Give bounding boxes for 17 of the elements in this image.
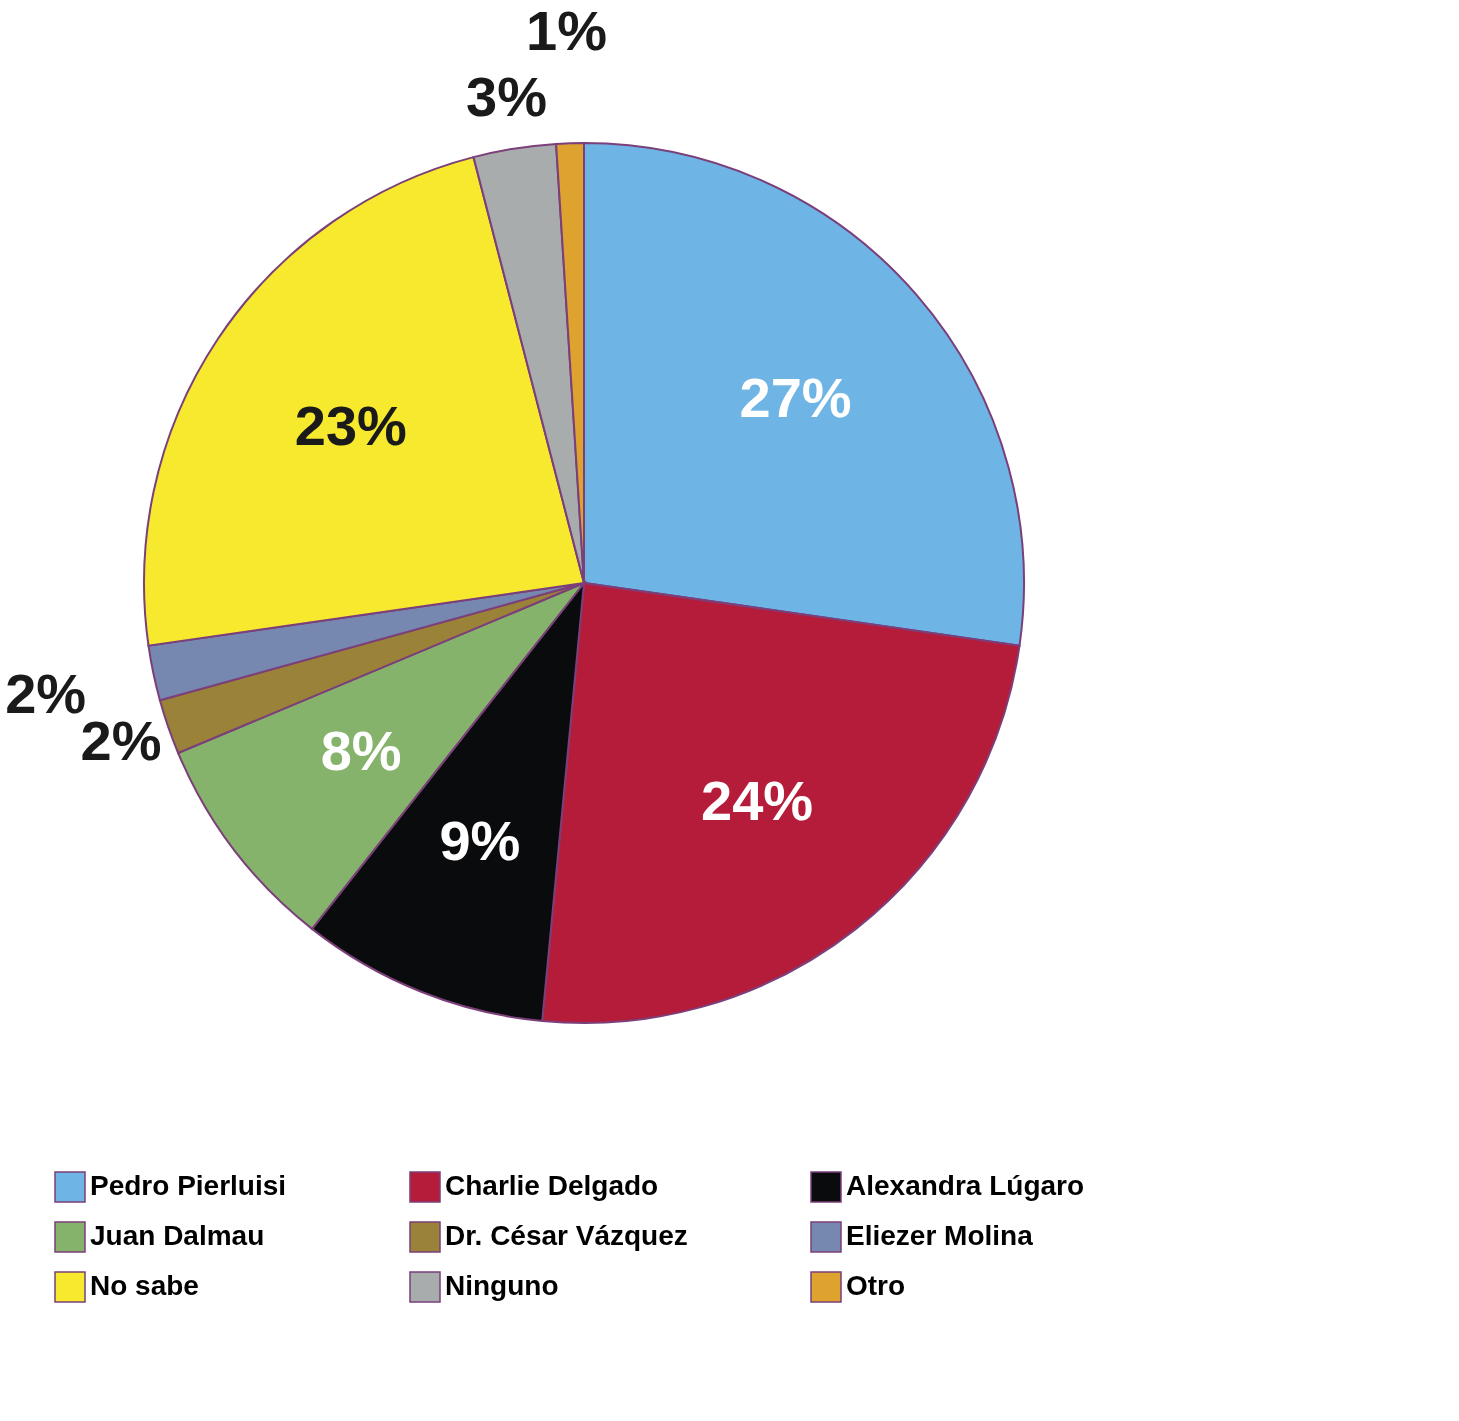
- data-label: 9%: [439, 808, 521, 872]
- legend-label: Otro: [846, 1270, 906, 1301]
- legend-label: Pedro Pierluisi: [90, 1170, 287, 1201]
- data-label: 23%: [294, 393, 407, 457]
- data-label: 1%: [526, 0, 608, 63]
- legend-label: Dr. César Vázquez: [445, 1220, 688, 1251]
- legend-label: No sabe: [90, 1270, 199, 1301]
- legend-label: Alexandra Lúgaro: [846, 1170, 1085, 1201]
- data-label: 27%: [739, 365, 852, 429]
- data-label: 3%: [466, 65, 548, 129]
- data-label: 24%: [701, 769, 814, 833]
- data-label: 8%: [320, 718, 402, 782]
- data-label: 2%: [5, 661, 87, 725]
- legend-label: Ninguno: [445, 1270, 559, 1301]
- legend-label: Charlie Delgado: [445, 1170, 659, 1201]
- legend-label: Eliezer Molina: [846, 1220, 1034, 1251]
- legend-label: Juan Dalmau: [90, 1220, 265, 1251]
